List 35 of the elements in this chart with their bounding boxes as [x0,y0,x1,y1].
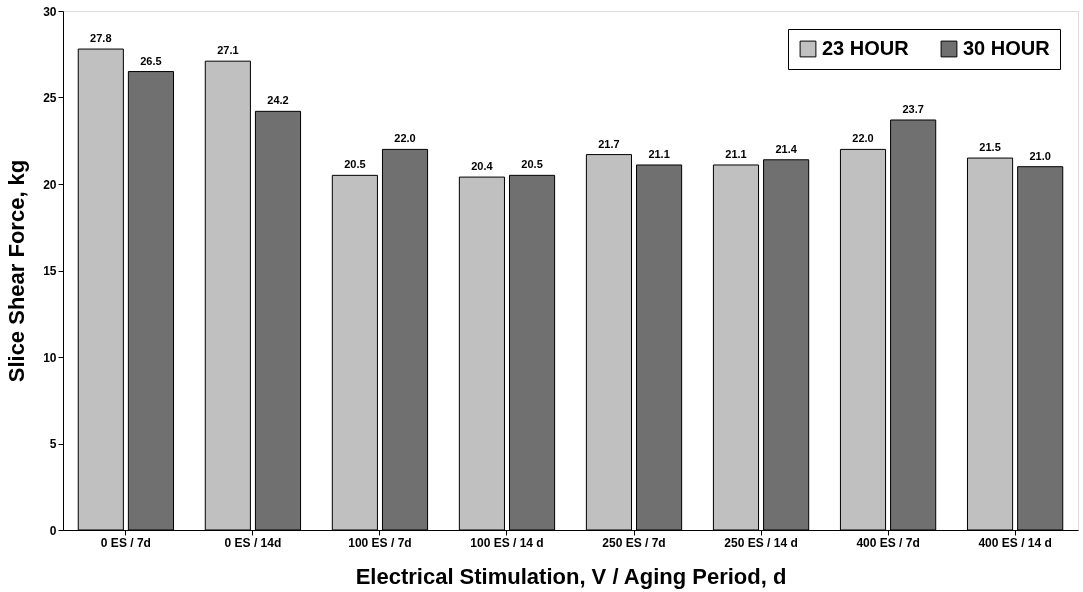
y-tick-label: 5 [49,437,57,451]
data-label: 24.2 [267,94,289,107]
y-tick-label: 10 [43,350,57,365]
y-tick-label: 15 [43,264,57,278]
data-label: 26.5 [140,54,162,67]
data-label: 21.1 [648,147,670,160]
legend-label: 23 HOUR [822,37,910,59]
data-label: 21.5 [979,141,1001,154]
data-label: 20.5 [344,158,366,171]
data-label: 20.5 [521,158,543,171]
y-axis-title: Slice Shear Force, kg [4,159,30,383]
x-tick-label: 0 ES / 14d [224,535,282,550]
data-label: 22.0 [394,132,416,145]
data-label: 27.1 [217,44,239,57]
y-tick-label: 0 [49,523,57,538]
x-tick-label: 100 ES / 14 d [470,535,544,550]
data-label: 20.4 [471,160,494,173]
data-label: 22.0 [852,132,874,145]
data-label: 21.7 [598,137,620,150]
x-tick-label: 250 ES / 7d [602,535,666,550]
legend-label: 30 HOUR [963,37,1051,59]
x-tick-label: 100 ES / 7d [348,535,412,550]
y-tick-label: 30 [43,4,57,19]
data-label: 21.4 [775,142,798,155]
x-tick-label: 250 ES / 14 d [724,535,798,550]
data-label: 27.8 [90,32,112,45]
data-label: 21.0 [1029,149,1051,162]
x-tick-label: 400 ES / 7d [856,535,920,550]
x-tick-label: 0 ES / 7d [100,535,151,550]
data-label: 23.7 [902,102,924,115]
y-tick-label: 20 [43,177,57,192]
data-label: 21.1 [725,147,747,160]
x-axis-title: Electrical Stimulation, V / Aging Period, d [355,563,787,589]
x-tick-label: 400 ES / 14 d [978,535,1052,550]
y-tick-label: 25 [43,91,57,105]
